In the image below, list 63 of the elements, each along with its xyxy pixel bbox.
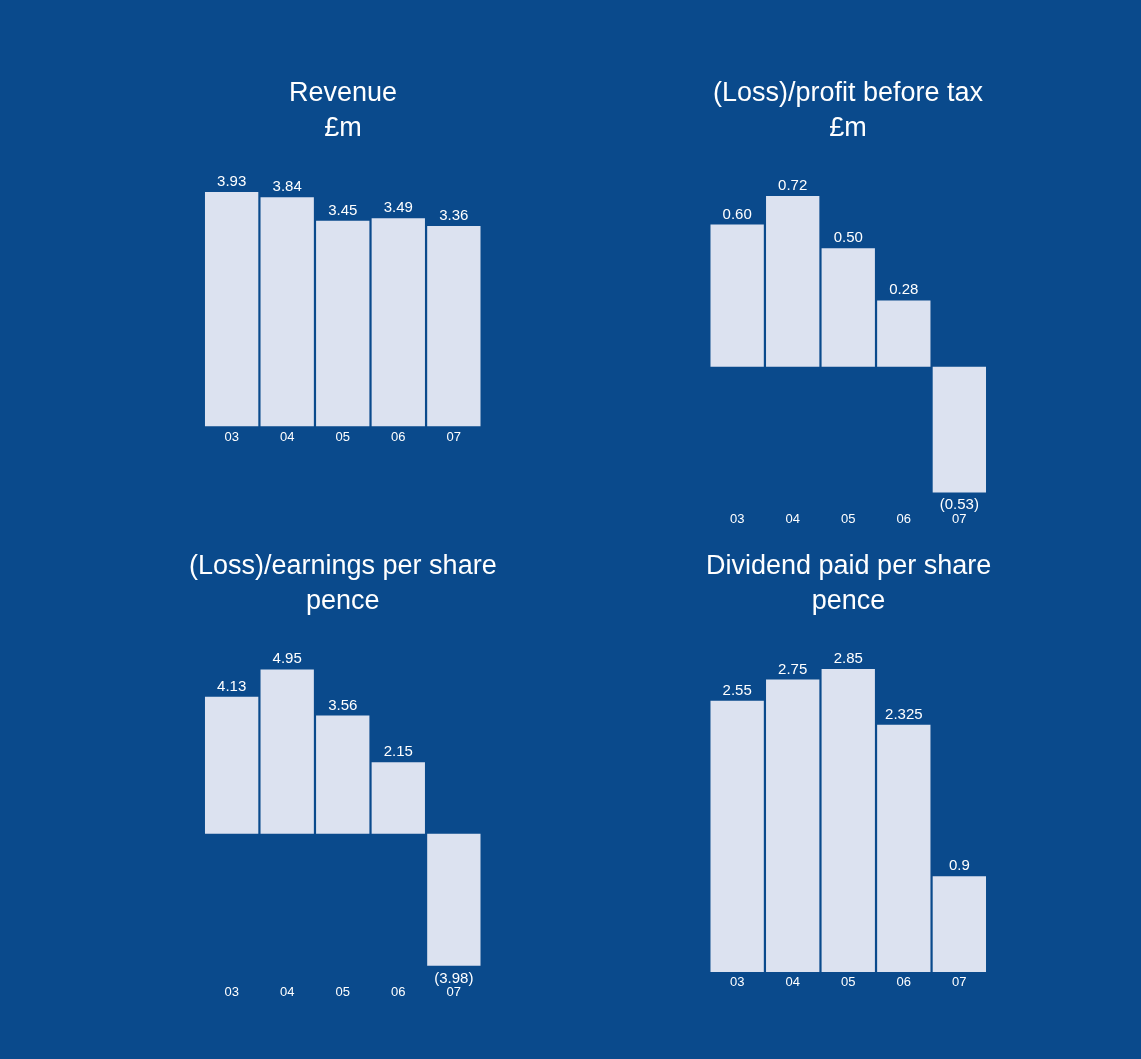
x-tick-label: 05 [841,973,856,989]
bar [821,668,875,972]
data-label: 2.325 [885,704,923,722]
data-label: 2.15 [383,742,413,760]
bar [877,724,931,972]
chart-subtitle: pence [306,585,380,616]
x-tick-label: 06 [896,510,912,526]
data-label: 3.84 [272,177,302,195]
chart-subtitle: pence [811,585,886,616]
bar [204,696,259,834]
chart-title: Revenue [289,77,398,107]
x-tick-label: 04 [279,984,295,1000]
x-tick-label: 07 [446,984,462,1000]
chart-subtitle: £m [829,112,867,143]
data-label: 3.45 [328,200,358,218]
bar [427,833,481,966]
chart-title: Dividend paid per share [706,550,992,580]
x-tick-label: 03 [729,510,745,526]
bar [877,300,931,367]
x-tick-label: 03 [224,428,239,444]
bar [821,248,875,367]
data-label: 0.50 [833,228,863,246]
data-label: (0.53) [939,495,979,513]
x-tick-label: 06 [391,428,406,444]
data-label: 3.56 [328,695,358,713]
bar [932,876,987,972]
chart-title: (Loss)/earnings per share [189,550,497,580]
bar [371,762,425,834]
x-tick-label: 05 [841,510,856,526]
data-label: 2.55 [722,680,752,698]
bar [710,224,764,367]
x-tick-label: 04 [785,510,800,526]
data-label: 0.9 [948,856,970,874]
bar [316,715,370,834]
x-tick-label: 04 [785,973,800,989]
x-tick-label: 05 [335,984,350,1000]
data-label: 0.60 [722,204,752,222]
x-tick-label: 07 [446,428,462,444]
data-label: 4.13 [217,676,247,694]
x-tick-label: 06 [896,973,912,989]
x-tick-label: 03 [224,984,239,1000]
data-label: (3.98) [434,968,474,986]
bar [766,679,820,972]
x-tick-label: 05 [335,428,350,444]
x-tick-label: 03 [729,973,745,989]
data-label: 4.95 [272,649,302,667]
data-label: 2.85 [833,648,863,666]
x-tick-label: 07 [952,973,967,989]
bar [932,366,987,493]
chart-subtitle: £m [324,112,362,143]
data-label: 2.75 [778,659,808,677]
x-tick-label: 04 [279,428,295,444]
chart-title: (Loss)/profit before tax [713,77,984,107]
data-label: 3.93 [217,171,247,189]
x-tick-label: 06 [391,984,406,1000]
x-tick-label: 07 [952,510,967,526]
bar [766,196,820,367]
bar [260,669,314,834]
data-label: 0.28 [889,280,919,298]
data-label: 0.72 [778,176,808,194]
data-label: 3.36 [439,206,469,224]
bar [710,700,764,972]
data-label: 3.49 [383,198,413,216]
